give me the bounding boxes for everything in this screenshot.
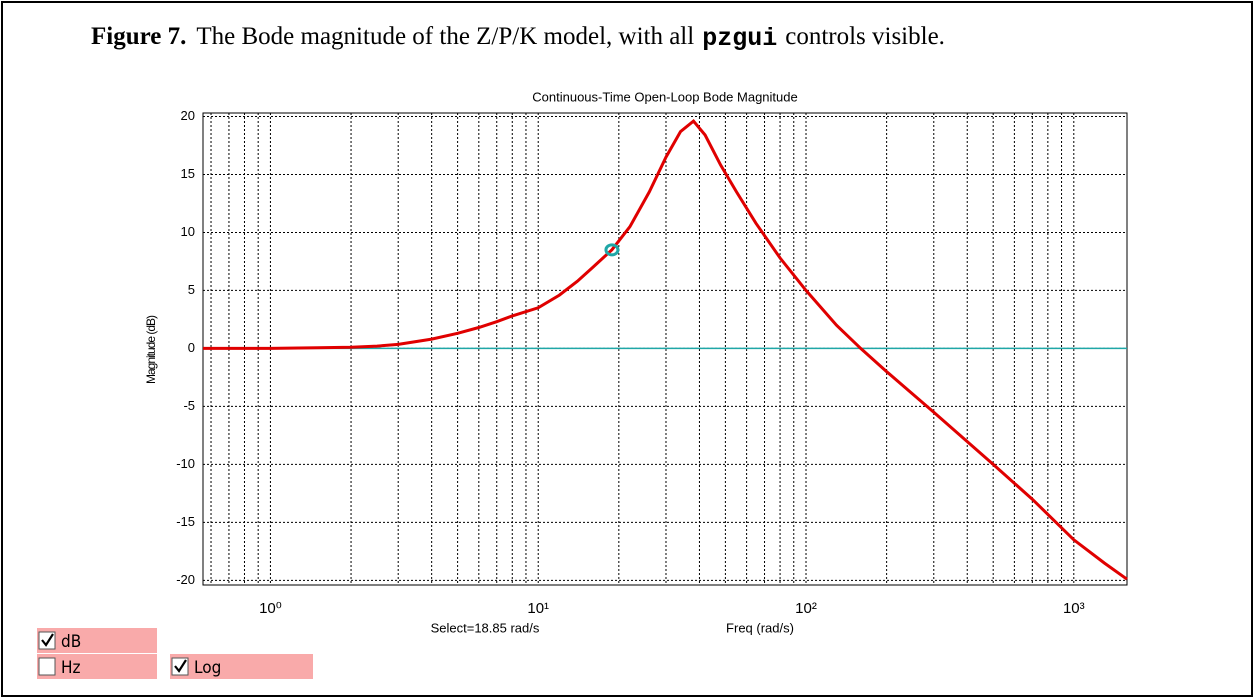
caption-code: pzgui — [702, 24, 777, 53]
figure-label: Figure 7. — [91, 23, 186, 50]
checkbox-label: dB — [61, 632, 81, 652]
checkbox-bg — [37, 654, 157, 679]
y-axis-label: Magnitude (dB) — [144, 315, 158, 384]
check-mark — [41, 633, 54, 647]
checkbox-box — [38, 657, 56, 676]
y-tick-label: -10 — [176, 456, 195, 471]
y-tick-label: -5 — [183, 398, 195, 413]
selected-point — [604, 243, 620, 257]
y-tick-label: 15 — [181, 166, 195, 181]
checkbox[interactable]: dB — [37, 628, 157, 653]
y-tick-label: 5 — [188, 282, 195, 297]
y-tick-label: -20 — [176, 572, 195, 587]
checkbox[interactable]: Hz — [37, 654, 157, 679]
caption-text: The Bode magnitude of the Z/P/K model, w… — [196, 23, 694, 50]
controls: dB Hz Log — [37, 628, 313, 679]
figure-caption: Figure 7. The Bode magnitude of the Z/P/K… — [91, 23, 945, 53]
checkbox[interactable]: Log — [170, 654, 313, 679]
checkbox-label: Log — [194, 658, 221, 678]
x-tick-label: 10¹ — [527, 600, 549, 617]
y-tick-label: 0 — [188, 340, 195, 355]
x-tick-label: 10³ — [1063, 600, 1085, 617]
annotation: Select=18.85 rad/s — [431, 620, 540, 635]
data-line — [203, 119, 1128, 581]
check-mark — [174, 659, 187, 673]
checkbox-bg — [170, 654, 313, 679]
checkbox-bg — [37, 628, 157, 653]
y-tick-label: 10 — [181, 224, 195, 239]
y-tick-label: 20 — [181, 108, 195, 123]
chart-title: Continuous-Time Open-Loop Bode Magnitude — [532, 89, 797, 104]
y-tick-label: -15 — [176, 514, 195, 529]
x-tick-label: 10⁰ — [259, 600, 282, 617]
x-tick-label: 10² — [795, 600, 817, 617]
caption-text: controls visible. — [785, 23, 945, 50]
x-axis-label: Freq (rad/s) — [726, 620, 794, 635]
checkbox-label: Hz — [61, 658, 81, 678]
